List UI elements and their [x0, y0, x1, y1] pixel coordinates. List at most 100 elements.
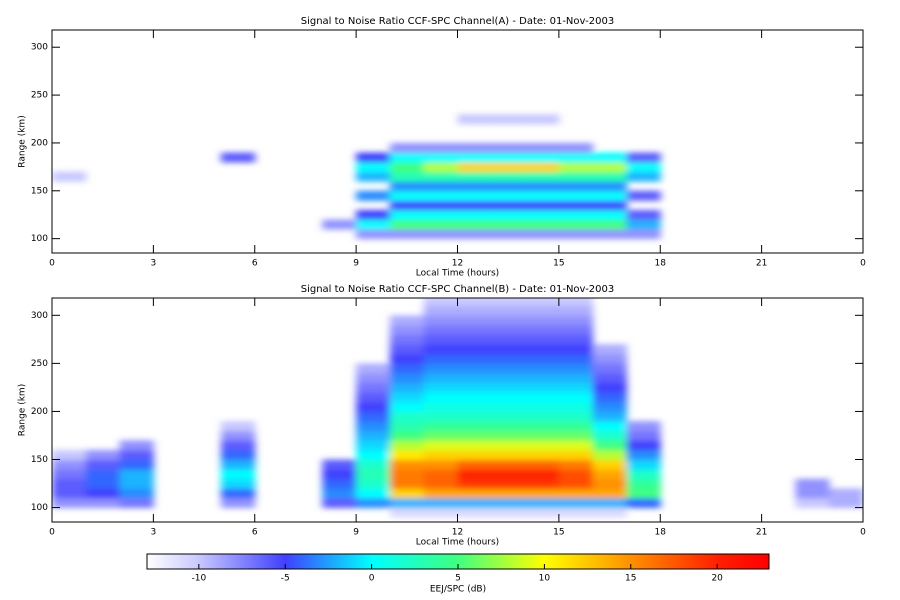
y-tick-label: 150 — [31, 455, 48, 465]
heatmap-cell — [829, 488, 863, 499]
heatmap-cell — [389, 478, 425, 489]
y-tick-label: 250 — [31, 91, 48, 101]
heatmap-cell — [558, 334, 594, 345]
x-tick-label: 6 — [252, 528, 258, 538]
x-tick-label: 21 — [756, 528, 767, 538]
heatmap-cell — [626, 430, 661, 441]
x-tick-label: 0 — [49, 259, 55, 269]
heatmap-cell — [356, 209, 391, 221]
heatmap-cell — [423, 372, 458, 384]
heatmap-cell — [525, 478, 560, 489]
x-tick-label: 0 — [49, 528, 55, 538]
heatmap-cell — [491, 363, 526, 374]
heatmap-cell — [423, 229, 458, 240]
heatmap-cell — [525, 353, 560, 364]
heatmap-cell — [423, 478, 458, 489]
y-axis-label: Range (km) — [18, 115, 28, 167]
y-tick-label: 250 — [31, 359, 48, 369]
heatmap-cell — [525, 344, 560, 355]
heatmap-cell — [525, 315, 560, 326]
heatmap-cell — [119, 478, 154, 489]
y-tick-label: 100 — [31, 234, 48, 244]
heatmap-cell — [356, 382, 391, 393]
heatmap-cell — [491, 219, 526, 230]
colorbar-tick-label: 5 — [455, 574, 461, 584]
heatmap-cell — [356, 229, 391, 240]
heatmap-cell — [592, 478, 627, 489]
heatmap-cell — [322, 488, 357, 499]
heatmap-cell — [220, 449, 256, 461]
heatmap-cell — [525, 507, 560, 518]
heatmap-cell — [356, 478, 391, 489]
heatmap-cell — [558, 190, 594, 201]
heatmap-cell — [457, 421, 492, 432]
x-tick-label: 9 — [353, 528, 359, 538]
heatmap-cell — [52, 478, 87, 489]
y-tick-label: 100 — [31, 503, 48, 513]
heatmap-cell — [423, 507, 458, 518]
heatmap-cell — [491, 411, 526, 422]
chart-title: Signal to Noise Ratio CCF-SPC Channel(A)… — [301, 16, 615, 27]
heatmap-cell — [389, 497, 425, 509]
heatmap-cell — [558, 382, 594, 393]
heatmap-cell — [626, 497, 661, 509]
colorbar-tick-label: 15 — [625, 574, 636, 584]
chart-title: Signal to Noise Ratio CCF-SPC Channel(B)… — [301, 284, 615, 295]
heatmap-cell — [626, 209, 661, 221]
heatmap-cell — [592, 469, 627, 480]
heatmap-cell — [592, 190, 627, 201]
heatmap-cell — [322, 459, 357, 470]
heatmap-cell — [457, 497, 492, 509]
heatmap-cell — [626, 152, 661, 163]
heatmap-cell — [491, 488, 526, 499]
heatmap-cell — [457, 401, 492, 412]
colorbar-tick-label: 0 — [369, 574, 375, 584]
heatmap-cell — [491, 162, 526, 173]
heatmap-cell — [558, 200, 594, 211]
heatmap-cell — [491, 229, 526, 240]
heatmap-cell — [457, 171, 492, 182]
heatmap-cell — [356, 411, 391, 422]
x-tick-label: 18 — [655, 259, 667, 269]
heatmap-cell — [525, 162, 560, 173]
heatmap-cell — [525, 114, 560, 125]
heatmap-cell — [389, 181, 425, 192]
heatmap-cell — [457, 200, 492, 211]
heatmap-cell — [220, 478, 256, 489]
heatmap-cell — [389, 421, 425, 432]
heatmap-cell — [423, 497, 458, 509]
heatmap-cell — [457, 363, 492, 374]
heatmap-cell — [525, 152, 560, 163]
heatmap-cell — [592, 430, 627, 441]
x-tick-label: 0 — [860, 259, 866, 269]
heatmap-cell — [558, 171, 594, 182]
y-axis-label: Range (km) — [18, 384, 28, 436]
heatmap-cell — [626, 190, 661, 201]
heatmap-cell — [525, 190, 560, 201]
heatmap-cell — [423, 162, 458, 173]
heatmap-cell — [220, 459, 256, 470]
heatmap-cell — [592, 152, 627, 163]
heatmap-cell — [423, 449, 458, 461]
heatmap-cell — [52, 497, 87, 509]
heatmap-cell — [626, 459, 661, 470]
heatmap-cell — [423, 190, 458, 201]
heatmap-cell — [558, 401, 594, 412]
heatmap-cell — [558, 219, 594, 230]
heatmap-cell — [525, 469, 560, 480]
heatmap-cell — [525, 200, 560, 211]
heatmap-cell — [457, 440, 492, 451]
heatmap-cell — [457, 411, 492, 422]
x-tick-label: 21 — [756, 259, 767, 269]
heatmap-cell — [829, 497, 863, 509]
heatmap-cell — [356, 469, 391, 480]
heatmap-cell — [558, 344, 594, 355]
heatmap-cell — [491, 401, 526, 412]
x-tick-label: 15 — [553, 528, 564, 538]
plot-area — [52, 114, 661, 240]
heatmap-cell — [423, 209, 458, 221]
heatmap-cell — [457, 190, 492, 201]
heatmap-cell — [423, 469, 458, 480]
heatmap-cell — [558, 181, 594, 192]
heatmap-cell — [457, 507, 492, 518]
